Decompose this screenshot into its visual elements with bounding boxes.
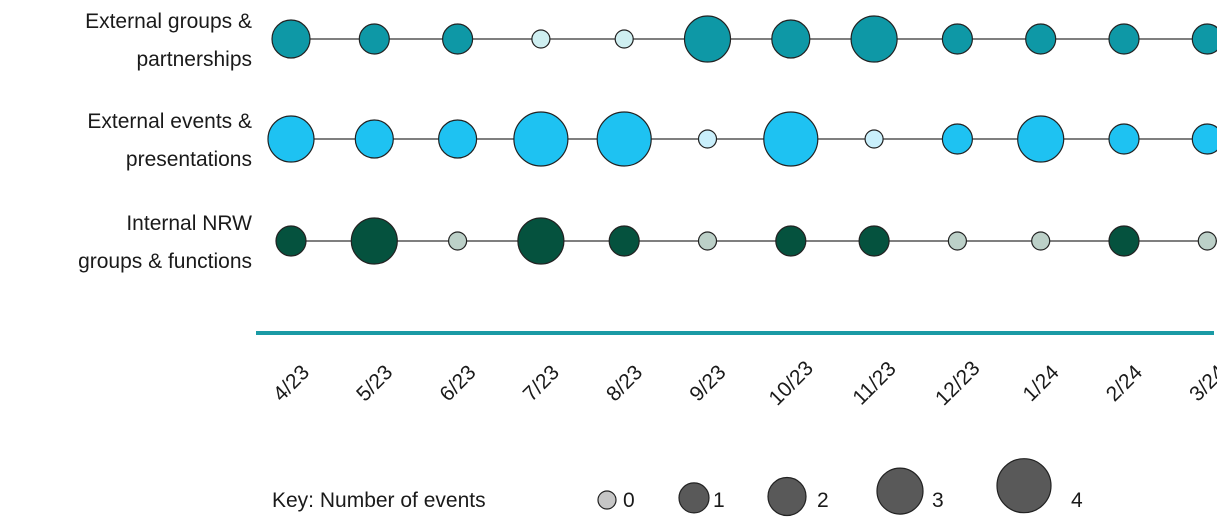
bubble-row3-10-23	[775, 225, 807, 257]
bubble-row3-8-23	[608, 225, 640, 257]
bubble-row1-2-24	[1108, 23, 1140, 55]
bubble-row2-4-23	[267, 115, 315, 163]
legend-label-0: 0	[623, 489, 635, 512]
legend-bubble-2	[767, 476, 807, 517]
bubble-row1-12-23	[941, 23, 974, 55]
bubble-row2-2-24	[1108, 123, 1140, 155]
bubble-row3-7-23	[517, 217, 565, 265]
bubble-row1-8-23	[614, 29, 634, 49]
bubble-row1-1-24	[1025, 23, 1057, 55]
row-label-1-line2: partnerships	[136, 48, 252, 71]
x-tick-6-23: 6/23	[435, 361, 480, 406]
legend: Key: Number of events 0 1 2 3 4	[272, 458, 1083, 517]
bubble-row2-5-23	[354, 119, 394, 159]
bubble-row2-11-23	[864, 129, 884, 149]
bubble-row1-7-23	[531, 29, 551, 49]
legend-bubble-1	[678, 482, 710, 514]
legend-bubble-3	[876, 467, 924, 515]
bubble-row1-3-24	[1191, 23, 1217, 55]
x-tick-2-24: 2/24	[1102, 361, 1147, 406]
x-tick-1-24: 1/24	[1019, 361, 1064, 406]
x-tick-7-23: 7/23	[519, 361, 564, 406]
x-tick-labels: 4/23 5/23 6/23 7/23 8/23 9/23 10/23 11/23 12/23 1…	[269, 357, 1217, 410]
bubble-row2-6-23	[438, 119, 478, 159]
bubble-row3-9-23	[697, 231, 718, 251]
x-tick-10-23: 10/23	[764, 357, 817, 410]
row-label-1-line1: External groups &	[85, 10, 252, 33]
bubble-row1-6-23	[442, 23, 474, 55]
bubble-row2-7-23	[513, 111, 569, 167]
bubble-row2-9-23	[697, 129, 718, 149]
legend-label-3: 3	[932, 489, 944, 512]
bubble-row2-8-23	[596, 111, 652, 167]
x-tick-12-23: 12/23	[931, 357, 984, 410]
legend-label-4: 4	[1071, 489, 1083, 512]
row-label-3-line2: groups & functions	[78, 250, 252, 273]
bubble-row2-3-24	[1191, 123, 1217, 155]
row-label-2-line2: presentations	[126, 148, 252, 171]
x-tick-11-23: 11/23	[848, 357, 900, 409]
x-tick-3-24: 3/24	[1185, 361, 1217, 406]
bubble-row3-6-23	[448, 231, 468, 251]
x-tick-5-23: 5/23	[352, 361, 397, 406]
bubble-row2-12-23	[941, 123, 974, 155]
bubble-row1-10-23	[771, 19, 811, 59]
row-label-2-line1: External events &	[87, 110, 252, 133]
bubbles-layer	[267, 15, 1217, 265]
legend-bubble-0	[597, 490, 617, 510]
bubble-row1-11-23	[850, 15, 898, 63]
bubble-row3-2-24	[1108, 225, 1140, 257]
bubble-row3-11-23	[858, 225, 890, 257]
x-tick-8-23: 8/23	[602, 361, 647, 406]
bubble-row2-1-24	[1017, 115, 1065, 163]
bubble-row3-12-23	[947, 231, 968, 251]
legend-label-1: 1	[713, 489, 725, 512]
bubble-row1-4-23	[271, 19, 311, 59]
legend-title: Key: Number of events	[272, 489, 486, 512]
bubble-row1-9-23	[683, 15, 732, 63]
bubble-row3-4-23	[275, 225, 307, 257]
row-connector-lines	[291, 38, 1217, 242]
row-label-3-line1: Internal NRW	[126, 212, 252, 235]
bubble-row3-1-24	[1031, 231, 1051, 251]
legend-bubble-4	[996, 458, 1052, 514]
row-labels: External groups & partnerships External ev…	[78, 10, 252, 273]
x-tick-4-23: 4/23	[269, 361, 314, 406]
bubble-row1-5-23	[358, 23, 390, 55]
bubble-row3-3-24	[1197, 231, 1217, 251]
bubble-row2-10-23	[763, 111, 819, 167]
legend-label-2: 2	[817, 489, 829, 512]
bubble-row3-5-23	[350, 217, 398, 265]
x-tick-9-23: 9/23	[685, 361, 730, 406]
